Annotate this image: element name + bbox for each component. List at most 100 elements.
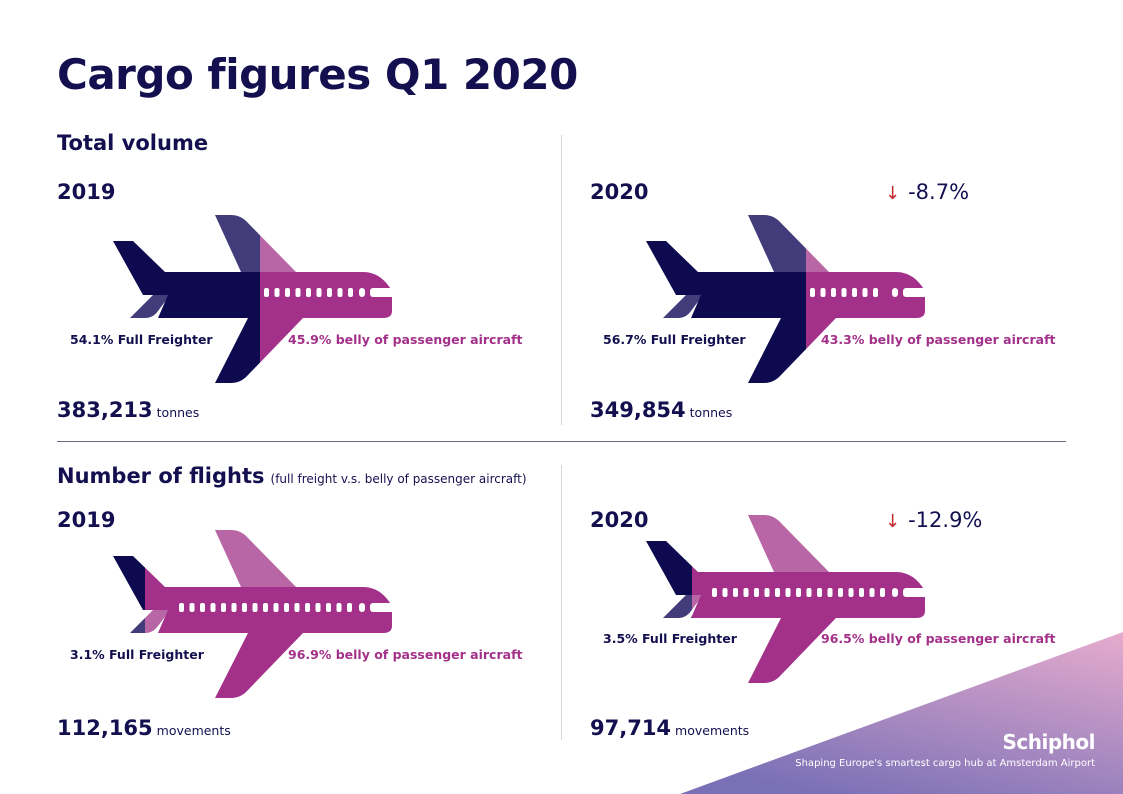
- plane-windows: [810, 288, 928, 297]
- window: [841, 288, 847, 297]
- freighter-part: [646, 541, 692, 618]
- volume-2019-freighter-label: 54.1% Full Freighter: [70, 332, 213, 347]
- section-divider: [57, 441, 1066, 442]
- plane-stab: [663, 595, 692, 618]
- flights-2019-belly-label: 96.9% belly of passenger aircraft: [288, 647, 523, 662]
- window: [810, 288, 815, 297]
- window: [873, 288, 878, 297]
- plane-wingDown: [215, 633, 303, 698]
- plane-stab: [130, 618, 145, 633]
- plane-windows: [264, 288, 395, 297]
- volume-heading: Total volume: [57, 131, 209, 155]
- plane-wingDown: [748, 318, 806, 383]
- plane-body: [113, 241, 260, 318]
- volume-2020-total: 349,854 tonnes: [590, 398, 732, 422]
- down-arrow-icon: ↓: [885, 511, 901, 532]
- window: [754, 588, 759, 597]
- plane-volume-2020: [646, 215, 928, 383]
- window: [733, 588, 738, 597]
- total-value: 112,165: [57, 716, 153, 740]
- total-unit: tonnes: [156, 405, 200, 420]
- plane-stab: [145, 610, 170, 633]
- flights-change-value: -12.9%: [908, 508, 983, 532]
- cockpit-window: [903, 288, 928, 297]
- total-value: 383,213: [57, 398, 153, 422]
- window: [221, 603, 226, 612]
- window: [263, 603, 268, 612]
- plane-windows: [179, 603, 395, 612]
- window: [712, 588, 717, 597]
- window: [827, 588, 833, 597]
- plane-body: [646, 241, 806, 318]
- window: [264, 288, 269, 297]
- total-unit: tonnes: [689, 405, 733, 420]
- freighter-part: [646, 215, 806, 383]
- flights-2020-total: 97,714 movements: [590, 716, 749, 740]
- window: [820, 288, 826, 297]
- window: [831, 288, 836, 297]
- cockpit-window: [903, 588, 928, 597]
- plane-body: [113, 556, 145, 610]
- flights-2019-freighter-label: 3.1% Full Freighter: [70, 647, 204, 662]
- plane-wingDown: [806, 318, 836, 350]
- column-divider: [561, 135, 562, 425]
- window: [722, 588, 728, 597]
- total-unit: movements: [675, 723, 750, 738]
- page-title: Cargo figures Q1 2020: [57, 50, 578, 99]
- belly-part: [145, 530, 392, 698]
- total-unit: movements: [156, 723, 231, 738]
- window: [775, 588, 780, 597]
- window: [862, 288, 868, 297]
- volume-change-value: -8.7%: [908, 180, 970, 204]
- volume-2019-total: 383,213 tonnes: [57, 398, 199, 422]
- plane-body: [646, 541, 692, 618]
- window: [305, 603, 310, 612]
- window: [337, 288, 343, 297]
- window: [796, 588, 801, 597]
- flights-heading: Number of flights (full freight v.s. bell…: [57, 464, 527, 488]
- window: [838, 588, 843, 597]
- window: [179, 603, 184, 612]
- window: [189, 603, 195, 612]
- window: [316, 288, 322, 297]
- down-arrow-icon: ↓: [885, 183, 901, 204]
- cockpit-window: [892, 288, 898, 297]
- column-divider: [561, 465, 562, 740]
- total-value: 97,714: [590, 716, 672, 740]
- window: [252, 603, 258, 612]
- window: [210, 603, 216, 612]
- window: [348, 288, 353, 297]
- volume-2019-belly-label: 45.9% belly of passenger aircraft: [288, 332, 523, 347]
- window: [200, 603, 205, 612]
- freighter-part: [113, 556, 145, 633]
- flights-subheading: (full freight v.s. belly of passenger ai…: [270, 472, 527, 486]
- flights-2020-year: 2020: [590, 508, 649, 532]
- plane-wingDown: [748, 618, 836, 683]
- volume-2020-belly-label: 43.3% belly of passenger aircraft: [821, 332, 1056, 347]
- plane-stab: [663, 295, 703, 318]
- flights-change: ↓ -12.9%: [885, 508, 982, 532]
- plane-flights-2020: [646, 515, 928, 683]
- window: [294, 603, 300, 612]
- footer-tagline: Shaping Europe's smartest cargo hub at A…: [795, 758, 1095, 769]
- cockpit-window: [359, 288, 365, 297]
- schiphol-logo: Schiphol: [1002, 730, 1095, 754]
- volume-2019-year: 2019: [57, 180, 116, 204]
- volume-2020-freighter-label: 56.7% Full Freighter: [603, 332, 746, 347]
- volume-change: ↓ -8.7%: [885, 180, 969, 204]
- cockpit-window: [370, 603, 395, 612]
- window: [274, 288, 280, 297]
- window: [880, 588, 885, 597]
- plane-wingDown: [215, 318, 260, 383]
- window: [306, 288, 311, 297]
- window: [848, 588, 854, 597]
- window: [785, 588, 791, 597]
- window: [859, 588, 864, 597]
- window: [817, 588, 822, 597]
- plane-flights-2019: [113, 530, 395, 698]
- window: [869, 588, 875, 597]
- window: [764, 588, 770, 597]
- window: [326, 603, 331, 612]
- plane-volume-2019: [113, 215, 395, 383]
